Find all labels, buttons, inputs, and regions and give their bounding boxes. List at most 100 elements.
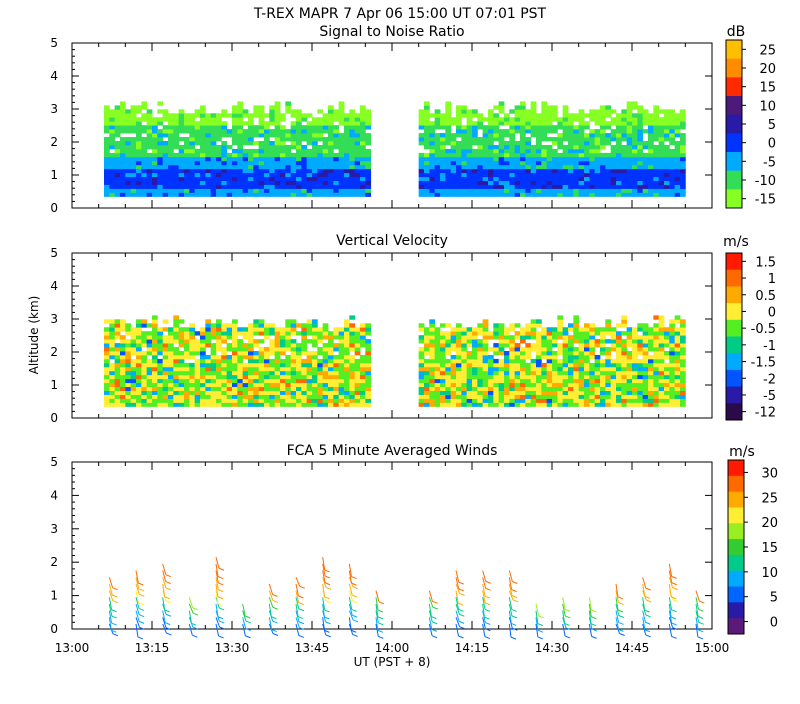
heatmap-cell [504,358,510,364]
heatmap-cell [125,184,132,189]
wind-barb-flag [485,580,491,584]
heatmap-cell [541,176,548,182]
heatmap-cell [680,172,686,178]
heatmap-cell [504,141,510,146]
heatmap-cell [445,323,452,328]
heatmap-cell [130,144,137,150]
heatmap-cell [498,343,505,348]
heatmap-cell [232,394,238,399]
heatmap-cell [322,141,329,146]
heatmap-cell [109,176,116,182]
heatmap-cell [210,172,217,178]
heatmap-cell [194,141,201,146]
wind-barb-flag [645,634,651,638]
heatmap-cell [354,358,361,364]
heatmap-cell [520,176,526,182]
heatmap-cell [162,370,169,376]
heatmap-cell [616,148,622,154]
heatmap-cell [648,144,654,150]
heatmap-cell [418,335,425,340]
heatmap-cell [626,148,633,154]
heatmap-cell [173,164,180,170]
wind-barb-flag [324,629,330,633]
heatmap-cell [530,105,537,110]
heatmap-cell [120,354,126,360]
heatmap-cell [616,133,622,138]
heatmap-cell [152,184,158,189]
heatmap-cell [616,156,622,162]
wind-barb-flag [459,592,465,596]
heatmap-cell [674,160,681,166]
heatmap-cell [248,390,254,395]
wind-barb-shaft [295,610,300,622]
heatmap-cell [456,382,462,388]
heatmap-cell [280,386,286,392]
heatmap-cell [125,331,132,336]
wind-barb-shaft [135,590,139,603]
heatmap-cell [498,386,505,392]
heatmap-cell [520,331,526,336]
heatmap-cell [552,398,558,403]
heatmap-cell [152,390,158,395]
wind-barb-shaft [188,610,192,624]
heatmap-cell [488,382,494,388]
heatmap-cell [440,184,446,189]
heatmap-cell [680,370,686,376]
heatmap-cell [648,402,654,407]
wind-barb-flag [324,569,330,573]
heatmap-cell [541,133,548,138]
heatmap-cell [285,402,292,407]
heatmap-cell [680,319,686,324]
heatmap-cell [472,402,478,407]
heatmap-cell [301,382,308,388]
heatmap-cell [162,343,169,348]
heatmap-cell [312,319,318,324]
heatmap-cell [285,339,292,344]
wind-barb-shaft [535,623,539,638]
heatmap-cell [541,390,548,395]
heatmap-cell [610,152,617,158]
heatmap-cell [333,160,340,166]
heatmap-cell [264,156,270,162]
heatmap-cell [445,188,452,193]
heatmap-cell [648,362,654,368]
heatmap-cell [568,129,574,134]
heatmap-cell [536,188,542,193]
heatmap-cell [301,184,308,189]
heatmap-cell [589,390,596,395]
heatmap-cell [253,390,260,395]
heatmap-cell [488,184,494,189]
heatmap-cell [296,144,302,150]
colorbar-swatch [726,253,742,271]
heatmap-cell [194,347,201,352]
heatmap-cell [328,113,334,118]
wind-barb-shaft [268,583,274,595]
heatmap-cell [125,358,132,364]
heatmap-cell [109,192,116,197]
heatmap-cell [669,176,676,182]
heatmap-cell [424,394,430,399]
heatmap-cell [333,117,340,122]
heatmap-cell [600,129,606,134]
heatmap-cell [669,148,676,154]
heatmap-cell [237,117,244,122]
heatmap-cell [301,331,308,336]
wind-barb-flag [618,628,624,632]
heatmap-cell [216,144,222,150]
heatmap-cell [674,129,681,134]
heatmap-cell [173,121,180,126]
heatmap-cell [509,335,516,340]
y-tick-label: 2 [50,135,58,149]
wind-barb-shaft [135,610,140,622]
heatmap-cell [280,152,286,158]
heatmap-cell [200,109,206,114]
heatmap-cell [349,390,356,395]
y-tick-label: 0 [50,201,58,215]
heatmap-cell [189,378,196,384]
heatmap-cell [461,347,468,352]
heatmap-cell [242,351,249,356]
heatmap-cell [498,335,505,340]
heatmap-cell [296,398,302,403]
wind-barb-shaft [162,623,167,634]
heatmap-cell [285,192,292,197]
